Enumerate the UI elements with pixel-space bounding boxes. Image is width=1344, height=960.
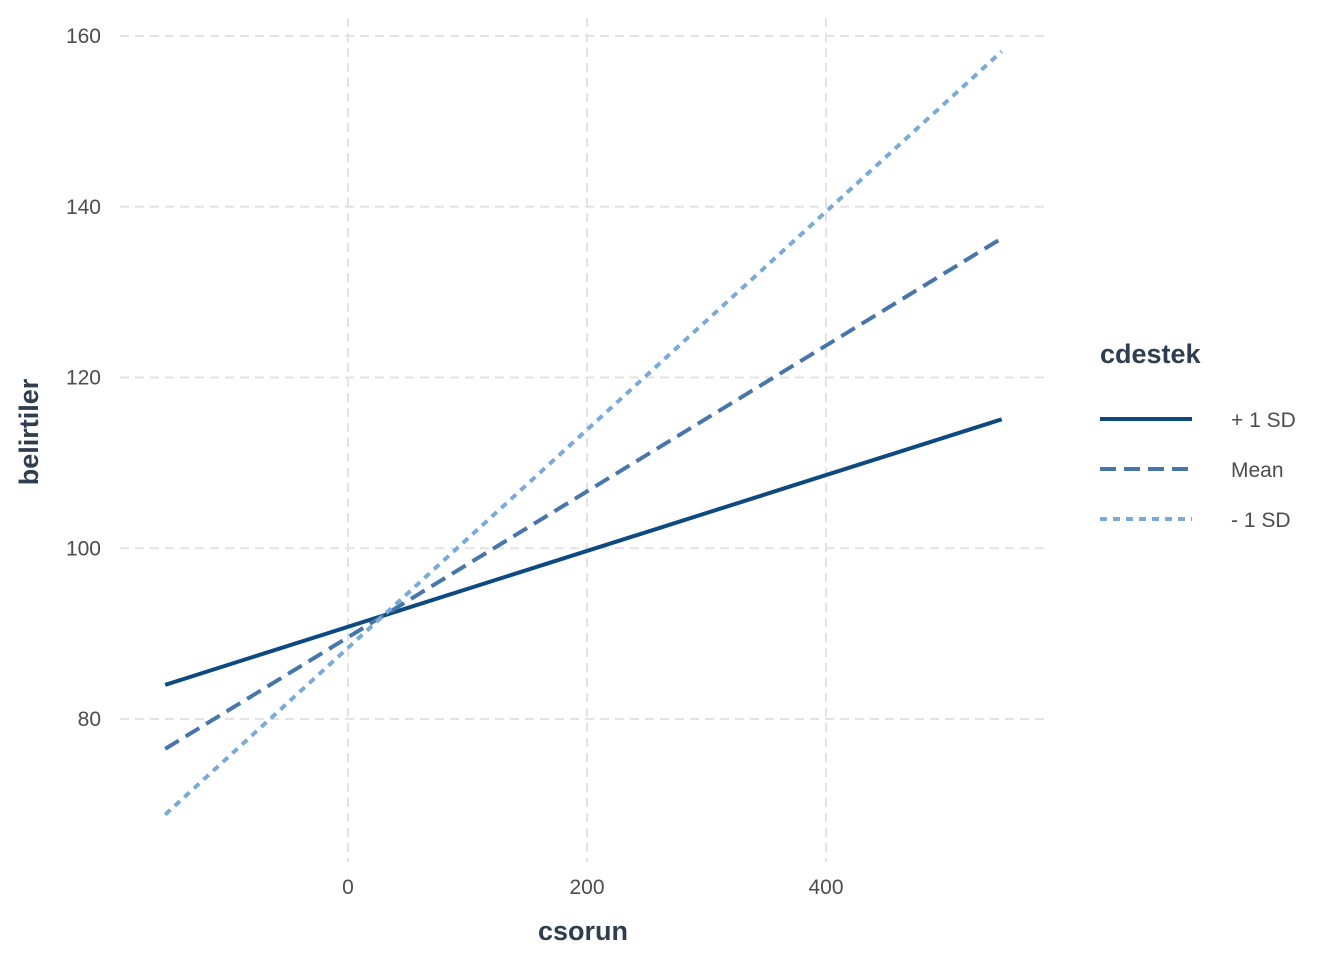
x-tick-label: 200 — [569, 876, 604, 899]
series-line-0 — [164, 417, 1003, 687]
x-tick-label: 400 — [808, 876, 843, 899]
tick-labels: 80 100 120 140 160 0 200 400 — [66, 25, 844, 899]
x-axis-title: csorun — [538, 916, 628, 946]
y-tick-label: 120 — [66, 367, 101, 390]
legend-title: cdestek — [1100, 339, 1202, 369]
series-line-1 — [164, 236, 1003, 751]
series-lines — [163, 49, 1004, 817]
y-tick-label: 100 — [66, 537, 101, 560]
legend-label: - 1 SD — [1231, 509, 1291, 532]
y-tick-label: 140 — [66, 196, 101, 219]
legend-label: + 1 SD — [1231, 409, 1296, 432]
legend-label: Mean — [1231, 459, 1284, 482]
series-line-2 — [163, 49, 1004, 817]
y-axis-title: belirtiler — [14, 378, 44, 485]
gridlines — [120, 18, 1045, 862]
y-tick-label: 80 — [78, 708, 101, 731]
y-tick-label: 160 — [66, 25, 101, 48]
legend: cdestek + 1 SD Mean - 1 SD — [1100, 339, 1296, 532]
x-tick-label: 0 — [342, 876, 354, 899]
